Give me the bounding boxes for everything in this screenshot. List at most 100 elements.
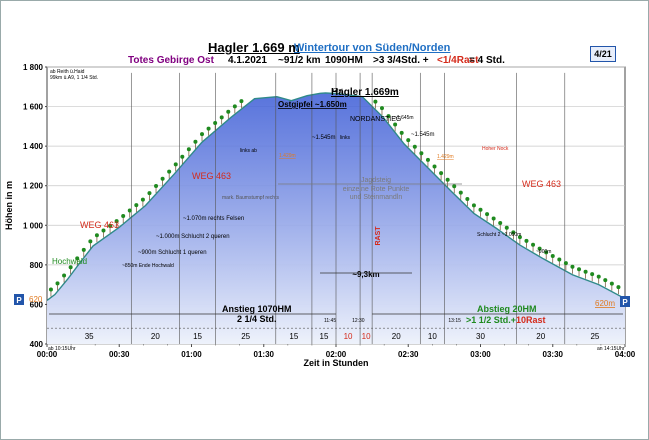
tree-marker bbox=[68, 265, 73, 270]
marker-1429-right: 1.429m bbox=[437, 154, 454, 160]
parking-letter: P bbox=[622, 298, 628, 307]
tree-marker bbox=[603, 278, 608, 283]
page-title: Hagler 1.669 m bbox=[208, 40, 300, 55]
x-axis: 00:00 00:30 01:00 01:30 02:00 02:30 03:00 03:30… bbox=[37, 344, 636, 368]
elevation-620-left: 620 bbox=[29, 295, 43, 304]
tree-marker bbox=[180, 154, 185, 159]
segment-minutes-label: 15 bbox=[289, 332, 298, 341]
tree-marker bbox=[616, 285, 621, 290]
hoher-nock-label: Hoher Nock bbox=[482, 146, 509, 152]
y-axis-label: Höhen in m bbox=[4, 181, 14, 230]
jagdsteig-label-2: einzelne Rote Punkte bbox=[343, 186, 410, 193]
segment-minutes-label: 20 bbox=[151, 332, 160, 341]
segment-minutes-label: 25 bbox=[241, 332, 250, 341]
tree-marker bbox=[193, 139, 198, 144]
baumstumpf-label: mark. Baumstumpf rechts bbox=[222, 195, 279, 201]
total-label: = 4 Std. bbox=[469, 55, 505, 66]
tree-marker bbox=[563, 261, 568, 266]
rast-label: RAST bbox=[375, 226, 382, 246]
tree-marker bbox=[127, 208, 132, 213]
tree-marker bbox=[498, 221, 503, 226]
tree-marker bbox=[379, 106, 384, 111]
start-time-label: ab 10:15Uhr bbox=[48, 346, 76, 352]
tree-marker bbox=[62, 273, 67, 278]
tree-marker bbox=[511, 230, 516, 235]
x-tick-label: 03:00 bbox=[470, 350, 491, 359]
rest-label: <1/4Rast bbox=[437, 55, 479, 66]
profile-line bbox=[47, 92, 625, 302]
tree-marker bbox=[232, 104, 237, 109]
schlucht-2-right-label: Schlucht 2 ~1.000m bbox=[477, 232, 521, 238]
duration-label: >3 3/4Std. + bbox=[373, 55, 429, 66]
tree-marker bbox=[406, 138, 411, 143]
y-tick-label: 1 200 bbox=[23, 182, 44, 191]
ostgipfel-label: Ostgipfel ~1.650m bbox=[278, 100, 347, 109]
right-1545-label: ~1.545m bbox=[411, 132, 435, 138]
segment-minutes-label: 25 bbox=[590, 332, 599, 341]
tree-marker bbox=[537, 246, 542, 251]
jagdsteig-label: Jagdsteig bbox=[361, 177, 391, 184]
grat-label: Grat bbox=[333, 88, 343, 94]
time-1315-label: 13:15 bbox=[448, 318, 461, 324]
date-label: 4.1.2021 bbox=[228, 55, 267, 66]
tree-marker bbox=[140, 197, 145, 202]
y-tick-label: 1 400 bbox=[23, 142, 44, 151]
x-tick-label: 00:00 bbox=[37, 350, 58, 359]
weg-label-right: WEG 463 bbox=[522, 179, 561, 189]
tree-marker bbox=[524, 238, 529, 243]
tree-marker bbox=[386, 114, 391, 119]
tree-marker bbox=[544, 250, 549, 255]
region-label: Totes Gebirge Ost bbox=[128, 55, 214, 66]
x-tick-label: 02:30 bbox=[398, 350, 419, 359]
y-tick-label: 1 600 bbox=[23, 103, 44, 112]
y-tick-label: 1 000 bbox=[23, 221, 44, 230]
schlucht-2-label: ~1.000m Schlucht 2 queren bbox=[156, 234, 230, 240]
tree-marker bbox=[219, 115, 224, 120]
tree-marker bbox=[200, 132, 205, 137]
anstieg-time-label: 2 1/4 Std. bbox=[237, 314, 277, 324]
annotations: 35 20 15 25 15 15 10 10 20 10 30 20 25 ab Reith ü.Hai… bbox=[14, 69, 630, 352]
distance-label: ~91/2 km bbox=[278, 55, 321, 66]
y-tick-label: 600 bbox=[30, 300, 44, 309]
tree-marker bbox=[186, 147, 191, 152]
tree-marker bbox=[213, 120, 218, 125]
y-tick-label: 400 bbox=[30, 340, 44, 349]
tree-marker bbox=[94, 233, 99, 238]
segment-dividers bbox=[130, 72, 566, 344]
tree-marker bbox=[478, 207, 483, 212]
segment-minutes-label: 20 bbox=[392, 332, 401, 341]
anstieg-label: Anstieg 1070HM bbox=[222, 304, 292, 314]
start-note: ab Reith ü.Haid bbox=[50, 69, 85, 75]
tree-marker bbox=[88, 239, 93, 244]
nordanstieg-label: NORDANSTIEG bbox=[350, 116, 401, 123]
page-badge: 4/21 bbox=[590, 46, 616, 62]
tree-marker bbox=[101, 228, 106, 233]
time-1230-label: 12:30 bbox=[352, 318, 365, 324]
tree-marker bbox=[557, 257, 562, 262]
abstieg-rast-label: 10Rast bbox=[516, 315, 546, 325]
abstieg-label: Abstieg 20HM bbox=[477, 304, 537, 314]
schlucht-1-label: ~900m Schlucht 1 queren bbox=[138, 250, 207, 256]
tree-marker bbox=[108, 223, 113, 228]
x-axis-label: Zeit in Stunden bbox=[304, 358, 369, 368]
tree-marker bbox=[48, 287, 53, 292]
left-1545-label: ~1.545m bbox=[312, 135, 336, 141]
elevation-gain-label: 1090HM bbox=[325, 55, 363, 66]
tree-marker bbox=[399, 130, 404, 135]
marker-1429-left: 1.429m bbox=[279, 153, 296, 159]
time-1145-label: 11:45 bbox=[324, 318, 336, 324]
tree-marker bbox=[134, 203, 139, 208]
tree-marker bbox=[226, 109, 231, 114]
tree-marker bbox=[471, 203, 476, 208]
tree-marker bbox=[393, 122, 398, 127]
tree-marker bbox=[239, 99, 244, 104]
segment-minutes-label: 20 bbox=[536, 332, 545, 341]
tree-marker bbox=[609, 281, 614, 286]
tree-marker bbox=[425, 157, 430, 162]
end-time-label: an 14:15Uhr bbox=[597, 346, 625, 352]
y-tick-label: 800 bbox=[30, 261, 44, 270]
summit-title: Hagler 1.669m bbox=[331, 87, 399, 98]
tree-marker bbox=[452, 184, 457, 189]
tree-marker bbox=[570, 264, 575, 269]
